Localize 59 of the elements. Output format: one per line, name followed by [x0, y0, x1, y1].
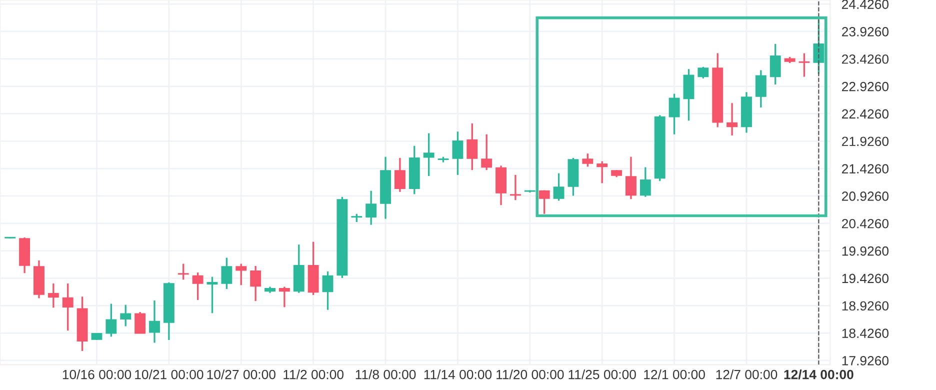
y-tick-label: 23.9260	[842, 27, 889, 36]
candlestick	[481, 134, 492, 171]
candlestick	[192, 272, 204, 301]
candlestick	[755, 69, 766, 108]
y-tick-label: 21.9260	[842, 136, 889, 146]
candlestick	[236, 262, 247, 286]
candlestick	[668, 92, 680, 136]
candlestick	[683, 68, 694, 122]
y-tick-label: 24.4260	[842, 0, 889, 9]
y-tick-label: 20.4260	[842, 218, 889, 228]
candlestick	[553, 172, 564, 202]
x-tick-label: 12/1 00:00	[644, 370, 705, 380]
candlestick	[538, 189, 550, 215]
x-tick-label: 11/20 00:00	[496, 370, 564, 380]
candlestick	[178, 262, 189, 280]
y-tick-label: 17.9260	[842, 356, 889, 366]
candlestick	[394, 157, 406, 193]
candlestick	[798, 52, 810, 78]
candlestick	[366, 190, 377, 226]
x-tick-label: 10/27 00:00	[207, 370, 276, 380]
y-tick-label: 19.4260	[842, 274, 889, 284]
candlestick	[134, 311, 146, 334]
candlestick	[278, 286, 290, 308]
y-tick-label: 20.9260	[842, 192, 889, 201]
candlestick	[770, 43, 781, 86]
y-tick-label: 19.9260	[842, 246, 889, 256]
candlestick	[726, 102, 738, 136]
candlestick	[221, 256, 232, 290]
y-tick-label: 22.9260	[842, 82, 889, 92]
x-tick-label: 11/14 00:00	[424, 370, 492, 380]
candlestick	[48, 282, 59, 308]
candlestick	[322, 270, 334, 311]
x-tick-label: 12/7 00:00	[716, 370, 778, 380]
candlestick	[206, 276, 218, 314]
y-tick-label: 18.4260	[842, 328, 889, 338]
y-tick-label: 21.4260	[842, 164, 889, 174]
candlestick	[582, 152, 594, 168]
x-tick-label: 10/21 00:00	[135, 370, 204, 380]
candlestick	[120, 304, 132, 328]
y-tick-label: 22.4260	[842, 109, 889, 119]
y-tick-label: 23.4260	[842, 54, 889, 64]
candlestick	[423, 132, 434, 177]
x-tick-label: 11/8 00:00	[356, 370, 416, 380]
candlestick	[106, 302, 117, 338]
candlestick	[250, 265, 262, 302]
candlestick	[698, 66, 709, 80]
candlestick	[596, 160, 608, 184]
y-tick-label: 18.9260	[842, 301, 889, 311]
x-tick-label: 11/25 00:00	[568, 370, 636, 380]
candlestick	[452, 130, 464, 176]
candlestick	[149, 300, 160, 344]
x-tick-label: 12/14 00:00	[784, 370, 854, 380]
candlestick	[62, 282, 74, 332]
x-tick-label: 10/16 00:00	[62, 370, 132, 380]
candlestick	[626, 156, 636, 200]
candlestick	[640, 166, 651, 198]
x-tick-label: 11/2 00:00	[284, 370, 344, 380]
candlestick	[466, 122, 478, 171]
candlestick	[510, 174, 521, 201]
